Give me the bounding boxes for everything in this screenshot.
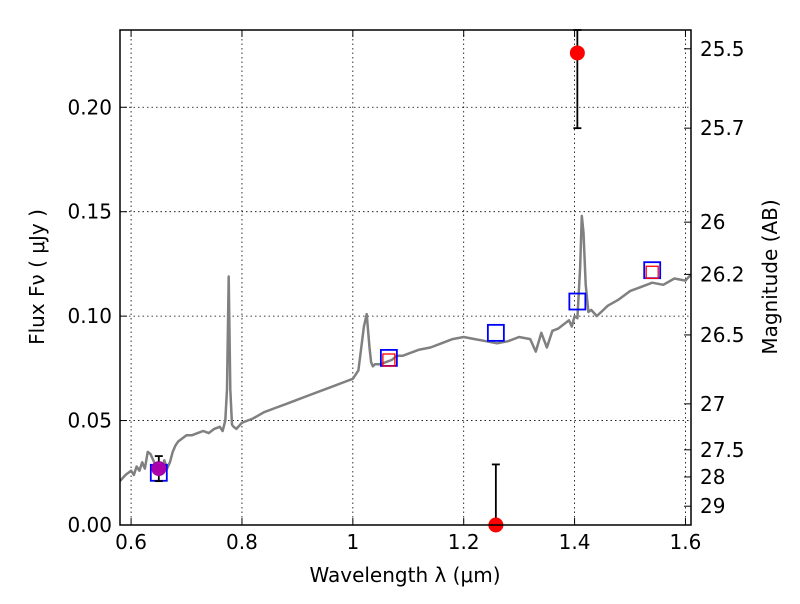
model-band-marker: [568, 292, 587, 311]
x-tick-label: 1.4: [559, 530, 591, 554]
y2-tick-label: 27: [700, 392, 725, 416]
model-band-marker: [486, 323, 505, 342]
plot-frame: [119, 29, 692, 526]
y-tick-label: 0.20: [67, 95, 112, 119]
y2-tick-label: 28: [700, 465, 725, 489]
plot-area: [120, 30, 691, 525]
y2-tick-label: 25.5: [700, 37, 745, 61]
y-tick-label: 0.05: [67, 409, 112, 433]
x-tick-label: 0.6: [115, 530, 147, 554]
x-axis-title: Wavelength λ (μm): [309, 563, 500, 587]
y-tick-label: 0.00: [67, 513, 112, 537]
y-tick-label: 0.15: [67, 200, 112, 224]
y-axis-title: Flux Fν ( μJy ): [25, 209, 49, 345]
marker-layer: [149, 29, 662, 533]
data-layer: [120, 214, 691, 482]
y-tick-label: 0.10: [67, 304, 112, 328]
detection-point: [569, 45, 585, 61]
y2-tick-label: 26: [700, 210, 725, 234]
observed-band-marker: [382, 353, 396, 367]
detection-point: [151, 461, 167, 477]
y2-tick-label: 27.5: [700, 438, 745, 462]
y2-axis-title: Magnitude (AB): [758, 199, 782, 354]
y2-tick-label: 26.5: [700, 323, 745, 347]
x-tick-label: 1.2: [448, 530, 480, 554]
spectrum-line: [120, 214, 691, 482]
x-tick-label: 1: [346, 530, 359, 554]
y2-tick-label: 29: [700, 494, 725, 518]
observed-band-marker: [645, 265, 659, 279]
x-tick-label: 1.6: [670, 530, 702, 554]
axes: 0.6 0.8 1 1.2 1.4 1.6 0.00 0.05 0.10 0.15 0.20 25.5…: [67, 30, 745, 554]
y2-tick-label: 26.2: [700, 262, 745, 286]
y2-tick-label: 25.7: [700, 116, 745, 140]
x-tick-label: 0.8: [226, 530, 258, 554]
